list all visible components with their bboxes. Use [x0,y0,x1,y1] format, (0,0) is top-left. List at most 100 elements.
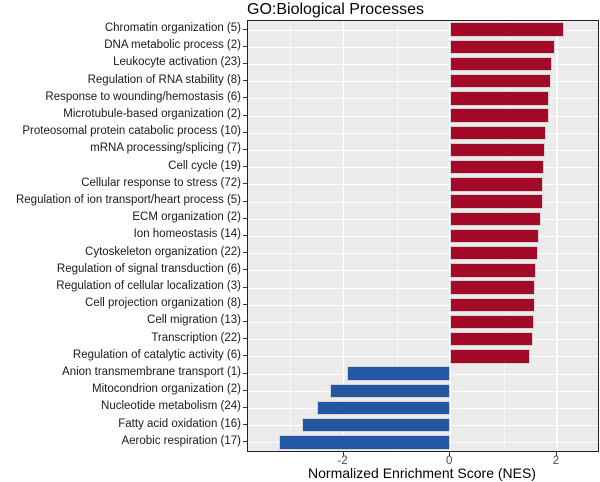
y-tick-mark [242,80,247,82]
y-axis-label: Leukocyte activation (23) [113,56,241,69]
gridline-row [248,253,598,255]
gridline-row [248,98,598,100]
gridline-row [248,322,598,323]
gridline-row [248,356,598,358]
y-tick-mark [242,28,247,30]
y-axis-label: Cytoskeleton organization (22) [85,245,241,258]
y-tick-mark [242,45,247,47]
gridline-row [248,46,598,48]
y-axis-labels: Chromatin organization (5) DNA metabolic … [0,20,241,450]
bar [450,22,564,37]
x-axis-title: Normalized Enrichment Score (NES) [308,465,536,481]
y-tick-mark [242,63,247,64]
bar [450,39,555,55]
bar [450,228,539,244]
bar [450,91,550,106]
bar [450,194,543,209]
bar [347,366,451,381]
bar [302,417,451,433]
bar [316,400,451,416]
bar [450,297,535,313]
bar [450,211,542,227]
y-tick-mark [242,114,247,116]
x-tick-label: 2 [552,455,560,467]
y-axis-label: Cell projection organization (8) [85,297,241,310]
gridline-row [248,115,598,117]
y-tick-mark [242,303,247,305]
gridline-row [248,132,598,134]
y-tick-mark [242,217,247,219]
x-tick-label: 0 [446,455,453,467]
bar [450,108,549,123]
y-axis-label: Aerobic respiration (17) [121,434,241,447]
y-tick-mark [242,252,247,254]
y-tick-mark [242,355,247,357]
y-tick-mark [242,372,247,374]
gridline-row [248,201,598,203]
y-tick-mark [242,149,247,150]
y-tick-mark [242,235,247,236]
bar [450,159,544,175]
y-axis-label: Cell migration (13) [147,314,241,327]
bar [279,435,451,450]
y-tick-mark [242,407,247,408]
bar [450,142,546,158]
y-axis-label: Regulation of signal transduction (6) [56,262,241,275]
y-axis-label: Fatty acid oxidation (16) [118,417,241,430]
x-tick-mark [555,451,558,456]
y-axis-label: DNA metabolic process (2) [104,39,241,52]
y-axis-label: Microtubule-based organization (2) [63,108,241,120]
y-axis-label: Ion homeostasis (14) [133,228,241,241]
y-axis-label: mRNA processing/splicing (7) [90,142,241,155]
y-axis-label: Chromatin organization (5) [104,22,241,34]
bar [330,383,451,399]
plot-panel [247,20,599,452]
y-tick-mark [242,321,247,322]
gridline-row [248,81,598,83]
y-tick-mark [242,200,247,202]
bar [450,56,552,72]
gridline-row [248,270,598,272]
gridline-row [248,29,598,31]
bar [450,263,537,278]
gridline-row [248,150,598,151]
y-axis-label: Cellular response to stress (72) [81,176,241,189]
y-axis-label: Transcription (22) [151,331,241,344]
gridline-row [248,236,598,237]
gridline-row [248,184,598,186]
gridline-row [248,304,598,306]
y-axis-label: Anion transmembrane transport (1) [62,366,241,378]
bar [450,73,551,89]
y-axis-label: Mitocondrion organization (2) [92,383,241,396]
y-axis-label: Cell cycle (19) [168,159,241,172]
bar [450,314,534,330]
y-axis-label: Regulation of RNA stability (8) [87,73,241,86]
bar [450,331,533,347]
gridline-row [248,64,598,65]
gridline-row [248,287,598,289]
y-axis-label: Proteosomal protein catabolic process (1… [22,125,241,138]
y-axis-label: ECM organization (2) [132,211,241,224]
y-tick-mark [242,286,247,288]
y-axis-label: Response to wounding/hemostasis (6) [45,90,241,103]
bar [450,349,531,364]
y-tick-mark [242,441,247,443]
bar [450,245,538,261]
y-tick-mark [242,97,247,99]
y-tick-mark [242,166,247,168]
y-tick-mark [242,269,247,271]
gridline-row [248,218,598,220]
y-tick-mark [242,131,247,133]
y-tick-mark [242,183,247,185]
x-tick-mark [342,451,344,456]
x-tick-mark [449,451,451,456]
y-axis-label: Regulation of catalytic activity (6) [72,348,241,361]
gridline-row [248,339,598,341]
y-axis-label: Regulation of cellular localization (3) [56,280,241,292]
y-axis-label: Regulation of ion transport/heart proces… [15,194,241,206]
bar [450,177,544,192]
gridline-row [248,167,598,169]
x-tick-label: -2 [337,455,348,467]
chart-title: GO:Biological Processes [247,1,424,18]
